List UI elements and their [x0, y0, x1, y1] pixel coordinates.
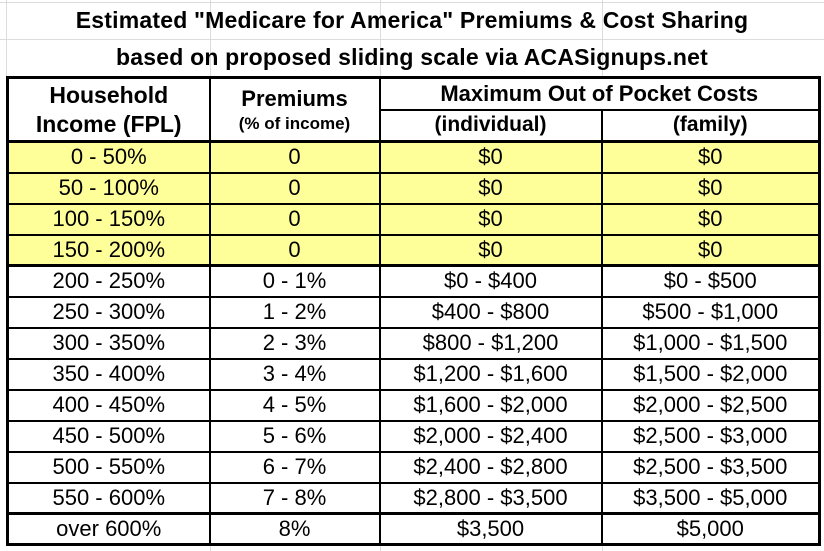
sheet-gridline-vertical	[210, 545, 211, 551]
income-range-cell: 550 - 600%	[6, 481, 211, 515]
premium-percent-cell: 0	[208, 140, 381, 174]
sheet-gridline-horizontal	[0, 2, 824, 3]
premium-percent-cell: 6 - 7%	[208, 450, 381, 484]
premium-percent-cell: 0	[208, 171, 381, 205]
table-row: 450 - 500% 5 - 6% $2,000 - $2,400 $2,500…	[6, 419, 821, 453]
table-row: 550 - 600% 7 - 8% $2,800 - $3,500 $3,500…	[6, 481, 821, 515]
moop-family-cell: $2,500 - $3,000	[600, 419, 821, 453]
premium-percent-cell: 2 - 3%	[208, 326, 381, 360]
premium-percent-cell: 0	[208, 233, 381, 267]
income-range-cell: 450 - 500%	[6, 419, 211, 453]
column-group-header-moop: Maximum Out of Pocket Costs	[378, 76, 821, 111]
household-income-line2: Income (FPL)	[35, 110, 182, 137]
income-range-cell: 250 - 300%	[6, 295, 211, 329]
moop-individual-cell: $3,500	[378, 512, 603, 546]
table-row: 350 - 400% 3 - 4% $1,200 - $1,600 $1,500…	[6, 357, 821, 391]
column-header-premiums: Premiums (% of income)	[208, 76, 381, 143]
sheet-gridline-vertical	[602, 0, 603, 76]
table-row: 50 - 100% 0 $0 $0	[6, 171, 821, 205]
premium-percent-cell: 0 - 1%	[208, 264, 381, 298]
premium-percent-cell: 1 - 2%	[208, 295, 381, 329]
moop-family-cell: $500 - $1,000	[600, 295, 821, 329]
income-range-cell: 0 - 50%	[6, 140, 211, 174]
table-header: Household Income (FPL) Premiums (% of in…	[6, 76, 821, 143]
chart-title: Estimated "Medicare for America" Premium…	[0, 2, 824, 76]
income-range-cell: 50 - 100%	[6, 171, 211, 205]
premiums-line2: (% of income)	[238, 113, 351, 133]
moop-individual-cell: $0	[378, 140, 603, 174]
premium-percent-cell: 5 - 6%	[208, 419, 381, 453]
table-row: 0 - 50% 0 $0 $0	[6, 140, 821, 174]
income-range-cell: 400 - 450%	[6, 388, 211, 422]
column-header-individual: (individual)	[378, 108, 603, 143]
moop-individual-cell: $400 - $800	[378, 295, 603, 329]
income-range-cell: 150 - 200%	[6, 233, 211, 267]
column-header-household-income: Household Income (FPL)	[6, 76, 211, 143]
household-income-line1: Household	[49, 81, 169, 108]
income-range-cell: 200 - 250%	[6, 264, 211, 298]
income-range-cell: over 600%	[6, 512, 211, 546]
moop-individual-cell: $0	[378, 171, 603, 205]
moop-family-cell: $0 - $500	[600, 264, 821, 298]
table-row: 100 - 150% 0 $0 $0	[6, 202, 821, 236]
moop-individual-cell: $1,600 - $2,000	[378, 388, 603, 422]
premium-percent-cell: 0	[208, 202, 381, 236]
moop-family-cell: $1,500 - $2,000	[600, 357, 821, 391]
income-range-cell: 100 - 150%	[6, 202, 211, 236]
premium-percent-cell: 3 - 4%	[208, 357, 381, 391]
moop-individual-cell: $0 - $400	[378, 264, 603, 298]
sheet-gridline-horizontal	[0, 39, 824, 40]
table-body: 0 - 50% 0 $0 $0 50 - 100% 0 $0 $0 100 - …	[6, 140, 821, 546]
column-header-family: (family)	[600, 108, 821, 143]
sheet-gridline-vertical	[210, 0, 211, 76]
sheet-gridline-vertical	[602, 545, 603, 551]
moop-individual-cell: $0	[378, 202, 603, 236]
moop-individual-cell: $800 - $1,200	[378, 326, 603, 360]
income-range-cell: 300 - 350%	[6, 326, 211, 360]
moop-family-cell: $5,000	[600, 512, 821, 546]
moop-family-cell: $3,500 - $5,000	[600, 481, 821, 515]
sheet-gridline-vertical	[380, 545, 381, 551]
table-row: over 600% 8% $3,500 $5,000	[6, 512, 821, 546]
moop-family-cell: $1,000 - $1,500	[600, 326, 821, 360]
table-row: 300 - 350% 2 - 3% $800 - $1,200 $1,000 -…	[6, 326, 821, 360]
table-row: 250 - 300% 1 - 2% $400 - $800 $500 - $1,…	[6, 295, 821, 329]
moop-individual-cell: $0	[378, 233, 603, 267]
table-row: 200 - 250% 0 - 1% $0 - $400 $0 - $500	[6, 264, 821, 298]
title-line-2: based on proposed sliding scale via ACAS…	[116, 44, 708, 70]
moop-family-cell: $0	[600, 202, 821, 236]
moop-individual-cell: $1,200 - $1,600	[378, 357, 603, 391]
sheet-gridline-vertical	[6, 0, 7, 76]
premium-percent-cell: 7 - 8%	[208, 481, 381, 515]
premiums-cost-sharing-table: Household Income (FPL) Premiums (% of in…	[6, 76, 821, 546]
moop-family-cell: $0	[600, 140, 821, 174]
premium-percent-cell: 4 - 5%	[208, 388, 381, 422]
moop-family-cell: $2,500 - $3,500	[600, 450, 821, 484]
title-line-1: Estimated "Medicare for America" Premium…	[75, 7, 749, 33]
sheet-gridline-vertical	[380, 0, 381, 76]
income-range-cell: 500 - 550%	[6, 450, 211, 484]
premium-percent-cell: 8%	[208, 512, 381, 546]
moop-individual-cell: $2,400 - $2,800	[378, 450, 603, 484]
moop-family-cell: $0	[600, 233, 821, 267]
moop-family-cell: $2,000 - $2,500	[600, 388, 821, 422]
moop-individual-cell: $2,000 - $2,400	[378, 419, 603, 453]
income-range-cell: 350 - 400%	[6, 357, 211, 391]
moop-family-cell: $0	[600, 171, 821, 205]
table-row: 500 - 550% 6 - 7% $2,400 - $2,800 $2,500…	[6, 450, 821, 484]
table-row: 150 - 200% 0 $0 $0	[6, 233, 821, 267]
premiums-line1: Premiums	[241, 85, 348, 111]
table-row: 400 - 450% 4 - 5% $1,600 - $2,000 $2,000…	[6, 388, 821, 422]
moop-individual-cell: $2,800 - $3,500	[378, 481, 603, 515]
